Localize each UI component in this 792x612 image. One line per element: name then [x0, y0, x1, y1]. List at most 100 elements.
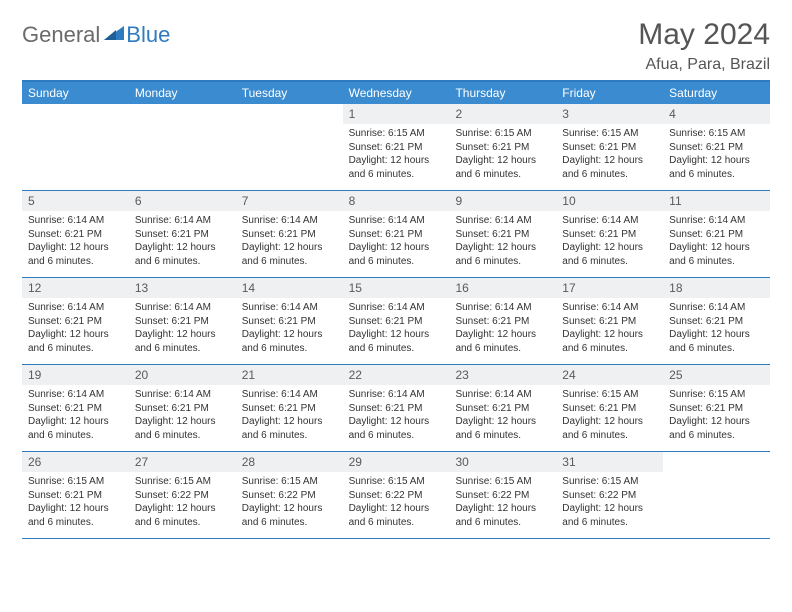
day-cell: 18Sunrise: 6:14 AMSunset: 6:21 PMDayligh…	[663, 278, 770, 364]
day-details: Sunrise: 6:14 AMSunset: 6:21 PMDaylight:…	[22, 211, 129, 273]
day-cell: 2Sunrise: 6:15 AMSunset: 6:21 PMDaylight…	[449, 104, 556, 190]
header-block: General Blue May 2024 Afua, Para, Brazil	[22, 18, 770, 74]
day-cell: 26Sunrise: 6:15 AMSunset: 6:21 PMDayligh…	[22, 452, 129, 538]
weekday-header: Wednesday	[343, 82, 450, 104]
logo: General Blue	[22, 18, 170, 48]
day-cell: 21Sunrise: 6:14 AMSunset: 6:21 PMDayligh…	[236, 365, 343, 451]
day-details: Sunrise: 6:14 AMSunset: 6:21 PMDaylight:…	[22, 385, 129, 447]
day-number: 10	[556, 191, 663, 211]
day-number	[236, 104, 343, 124]
day-number: 31	[556, 452, 663, 472]
day-cell: 19Sunrise: 6:14 AMSunset: 6:21 PMDayligh…	[22, 365, 129, 451]
day-details: Sunrise: 6:14 AMSunset: 6:21 PMDaylight:…	[449, 211, 556, 273]
weekday-header-row: SundayMondayTuesdayWednesdayThursdayFrid…	[22, 82, 770, 104]
week-row: 12Sunrise: 6:14 AMSunset: 6:21 PMDayligh…	[22, 278, 770, 365]
day-details: Sunrise: 6:15 AMSunset: 6:22 PMDaylight:…	[556, 472, 663, 534]
day-cell: 14Sunrise: 6:14 AMSunset: 6:21 PMDayligh…	[236, 278, 343, 364]
day-cell: 8Sunrise: 6:14 AMSunset: 6:21 PMDaylight…	[343, 191, 450, 277]
day-cell: 1Sunrise: 6:15 AMSunset: 6:21 PMDaylight…	[343, 104, 450, 190]
location-text: Afua, Para, Brazil	[638, 56, 770, 74]
title-block: May 2024 Afua, Para, Brazil	[638, 18, 770, 74]
day-number: 24	[556, 365, 663, 385]
weekday-header: Tuesday	[236, 82, 343, 104]
day-number: 19	[22, 365, 129, 385]
day-cell: 16Sunrise: 6:14 AMSunset: 6:21 PMDayligh…	[449, 278, 556, 364]
day-number: 15	[343, 278, 450, 298]
day-number: 25	[663, 365, 770, 385]
day-details: Sunrise: 6:15 AMSunset: 6:21 PMDaylight:…	[343, 124, 450, 186]
day-details: Sunrise: 6:15 AMSunset: 6:22 PMDaylight:…	[343, 472, 450, 534]
day-details: Sunrise: 6:14 AMSunset: 6:21 PMDaylight:…	[236, 211, 343, 273]
day-number	[663, 452, 770, 472]
day-details: Sunrise: 6:14 AMSunset: 6:21 PMDaylight:…	[129, 298, 236, 360]
day-number: 9	[449, 191, 556, 211]
day-cell: 24Sunrise: 6:15 AMSunset: 6:21 PMDayligh…	[556, 365, 663, 451]
day-cell: 10Sunrise: 6:14 AMSunset: 6:21 PMDayligh…	[556, 191, 663, 277]
week-row: 19Sunrise: 6:14 AMSunset: 6:21 PMDayligh…	[22, 365, 770, 452]
day-details: Sunrise: 6:14 AMSunset: 6:21 PMDaylight:…	[663, 298, 770, 360]
day-details: Sunrise: 6:14 AMSunset: 6:21 PMDaylight:…	[663, 211, 770, 273]
day-cell: 12Sunrise: 6:14 AMSunset: 6:21 PMDayligh…	[22, 278, 129, 364]
day-cell	[129, 104, 236, 190]
day-cell	[22, 104, 129, 190]
day-number	[129, 104, 236, 124]
day-details: Sunrise: 6:15 AMSunset: 6:22 PMDaylight:…	[236, 472, 343, 534]
day-cell: 4Sunrise: 6:15 AMSunset: 6:21 PMDaylight…	[663, 104, 770, 190]
day-details: Sunrise: 6:15 AMSunset: 6:21 PMDaylight:…	[556, 124, 663, 186]
day-number: 5	[22, 191, 129, 211]
day-details: Sunrise: 6:14 AMSunset: 6:21 PMDaylight:…	[236, 385, 343, 447]
day-details: Sunrise: 6:15 AMSunset: 6:21 PMDaylight:…	[556, 385, 663, 447]
day-number: 7	[236, 191, 343, 211]
day-number: 23	[449, 365, 556, 385]
day-details: Sunrise: 6:14 AMSunset: 6:21 PMDaylight:…	[343, 211, 450, 273]
day-cell: 25Sunrise: 6:15 AMSunset: 6:21 PMDayligh…	[663, 365, 770, 451]
day-cell: 29Sunrise: 6:15 AMSunset: 6:22 PMDayligh…	[343, 452, 450, 538]
day-cell	[663, 452, 770, 538]
day-cell: 27Sunrise: 6:15 AMSunset: 6:22 PMDayligh…	[129, 452, 236, 538]
day-number: 11	[663, 191, 770, 211]
day-details: Sunrise: 6:14 AMSunset: 6:21 PMDaylight:…	[22, 298, 129, 360]
day-cell: 31Sunrise: 6:15 AMSunset: 6:22 PMDayligh…	[556, 452, 663, 538]
day-details: Sunrise: 6:15 AMSunset: 6:22 PMDaylight:…	[129, 472, 236, 534]
day-number	[22, 104, 129, 124]
day-cell: 15Sunrise: 6:14 AMSunset: 6:21 PMDayligh…	[343, 278, 450, 364]
week-row: 1Sunrise: 6:15 AMSunset: 6:21 PMDaylight…	[22, 104, 770, 191]
day-details: Sunrise: 6:14 AMSunset: 6:21 PMDaylight:…	[343, 298, 450, 360]
day-cell	[236, 104, 343, 190]
day-cell: 11Sunrise: 6:14 AMSunset: 6:21 PMDayligh…	[663, 191, 770, 277]
day-details: Sunrise: 6:14 AMSunset: 6:21 PMDaylight:…	[556, 298, 663, 360]
day-details: Sunrise: 6:14 AMSunset: 6:21 PMDaylight:…	[343, 385, 450, 447]
day-number: 20	[129, 365, 236, 385]
day-number: 30	[449, 452, 556, 472]
day-cell: 5Sunrise: 6:14 AMSunset: 6:21 PMDaylight…	[22, 191, 129, 277]
week-row: 26Sunrise: 6:15 AMSunset: 6:21 PMDayligh…	[22, 452, 770, 539]
day-cell: 17Sunrise: 6:14 AMSunset: 6:21 PMDayligh…	[556, 278, 663, 364]
day-number: 1	[343, 104, 450, 124]
day-number: 3	[556, 104, 663, 124]
day-cell: 7Sunrise: 6:14 AMSunset: 6:21 PMDaylight…	[236, 191, 343, 277]
day-details: Sunrise: 6:14 AMSunset: 6:21 PMDaylight:…	[449, 298, 556, 360]
day-cell: 13Sunrise: 6:14 AMSunset: 6:21 PMDayligh…	[129, 278, 236, 364]
day-cell: 3Sunrise: 6:15 AMSunset: 6:21 PMDaylight…	[556, 104, 663, 190]
weekday-header: Monday	[129, 82, 236, 104]
day-number: 6	[129, 191, 236, 211]
day-number: 14	[236, 278, 343, 298]
calendar: SundayMondayTuesdayWednesdayThursdayFrid…	[22, 80, 770, 539]
day-number: 28	[236, 452, 343, 472]
day-details: Sunrise: 6:15 AMSunset: 6:22 PMDaylight:…	[449, 472, 556, 534]
weekday-header: Saturday	[663, 82, 770, 104]
day-details: Sunrise: 6:15 AMSunset: 6:21 PMDaylight:…	[663, 124, 770, 186]
day-cell: 20Sunrise: 6:14 AMSunset: 6:21 PMDayligh…	[129, 365, 236, 451]
day-cell: 6Sunrise: 6:14 AMSunset: 6:21 PMDaylight…	[129, 191, 236, 277]
day-details: Sunrise: 6:14 AMSunset: 6:21 PMDaylight:…	[449, 385, 556, 447]
day-details: Sunrise: 6:14 AMSunset: 6:21 PMDaylight:…	[129, 385, 236, 447]
day-number: 13	[129, 278, 236, 298]
weekday-header: Friday	[556, 82, 663, 104]
logo-mark-icon	[104, 24, 124, 47]
day-cell: 30Sunrise: 6:15 AMSunset: 6:22 PMDayligh…	[449, 452, 556, 538]
day-cell: 28Sunrise: 6:15 AMSunset: 6:22 PMDayligh…	[236, 452, 343, 538]
day-number: 4	[663, 104, 770, 124]
day-number: 17	[556, 278, 663, 298]
day-number: 12	[22, 278, 129, 298]
day-number: 21	[236, 365, 343, 385]
